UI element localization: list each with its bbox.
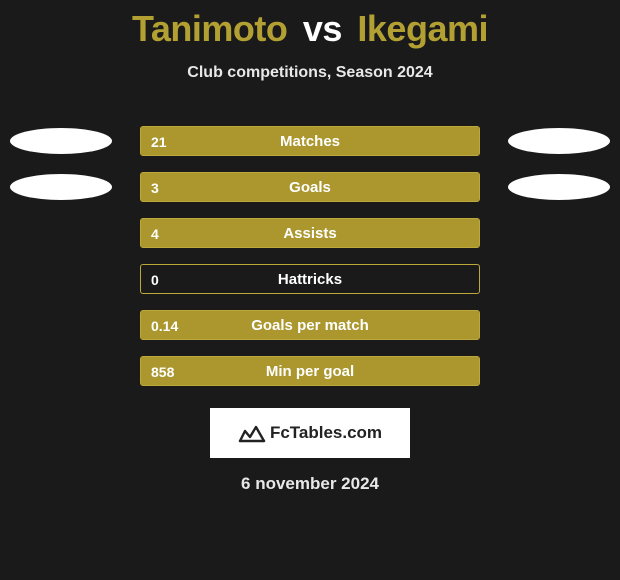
subtitle: Club competitions, Season 2024 (0, 64, 620, 82)
player2-marker-ellipse (508, 128, 610, 154)
stat-value-right (459, 357, 479, 387)
title-player1: Tanimoto (132, 8, 287, 49)
player1-marker-ellipse (10, 174, 112, 200)
stat-value-right (459, 127, 479, 157)
stat-row: 0.14 Goals per match (0, 310, 620, 340)
stat-row: 4 Assists (0, 218, 620, 248)
stat-value-left: 3 (141, 173, 169, 203)
footer-date: 6 november 2024 (0, 474, 620, 494)
stat-bar-track: 21 Matches (140, 126, 480, 156)
stat-row: 3 Goals (0, 172, 620, 202)
comparison-rows: 21 Matches 3 Goals 4 Assists (0, 126, 620, 386)
stat-bar-track: 858 Min per goal (140, 356, 480, 386)
stat-value-left: 4 (141, 219, 169, 249)
stat-value-left: 0 (141, 265, 169, 295)
stat-value-right (459, 311, 479, 341)
stat-bar-track: 3 Goals (140, 172, 480, 202)
title-player2: Ikegami (357, 8, 488, 49)
player2-marker-ellipse (508, 174, 610, 200)
stat-bar-fill-left (141, 127, 479, 155)
stat-bar-fill-left (141, 173, 479, 201)
stat-value-right (459, 219, 479, 249)
stat-value-left: 858 (141, 357, 184, 387)
stat-bar-track: 4 Assists (140, 218, 480, 248)
stat-value-left: 0.14 (141, 311, 188, 341)
page-title: Tanimoto vs Ikegami (0, 0, 620, 50)
stat-bar-track: 0 Hattricks (140, 264, 480, 294)
stat-label: Hattricks (141, 265, 479, 295)
stat-row: 858 Min per goal (0, 356, 620, 386)
source-logo: FcTables.com (238, 421, 382, 445)
stat-row: 0 Hattricks (0, 264, 620, 294)
stat-bar-track: 0.14 Goals per match (140, 310, 480, 340)
stat-value-right (459, 173, 479, 203)
stat-bar-fill-left (141, 219, 479, 247)
source-logo-box: FcTables.com (210, 408, 410, 458)
title-vs: vs (303, 8, 342, 49)
stat-value-left: 21 (141, 127, 177, 157)
stat-bar-fill-left (141, 357, 479, 385)
stat-row: 21 Matches (0, 126, 620, 156)
fctables-mark-icon (238, 421, 266, 445)
player1-marker-ellipse (10, 128, 112, 154)
stat-value-right (459, 265, 479, 295)
source-logo-text: FcTables.com (270, 423, 382, 443)
stat-bar-fill-left (141, 311, 479, 339)
